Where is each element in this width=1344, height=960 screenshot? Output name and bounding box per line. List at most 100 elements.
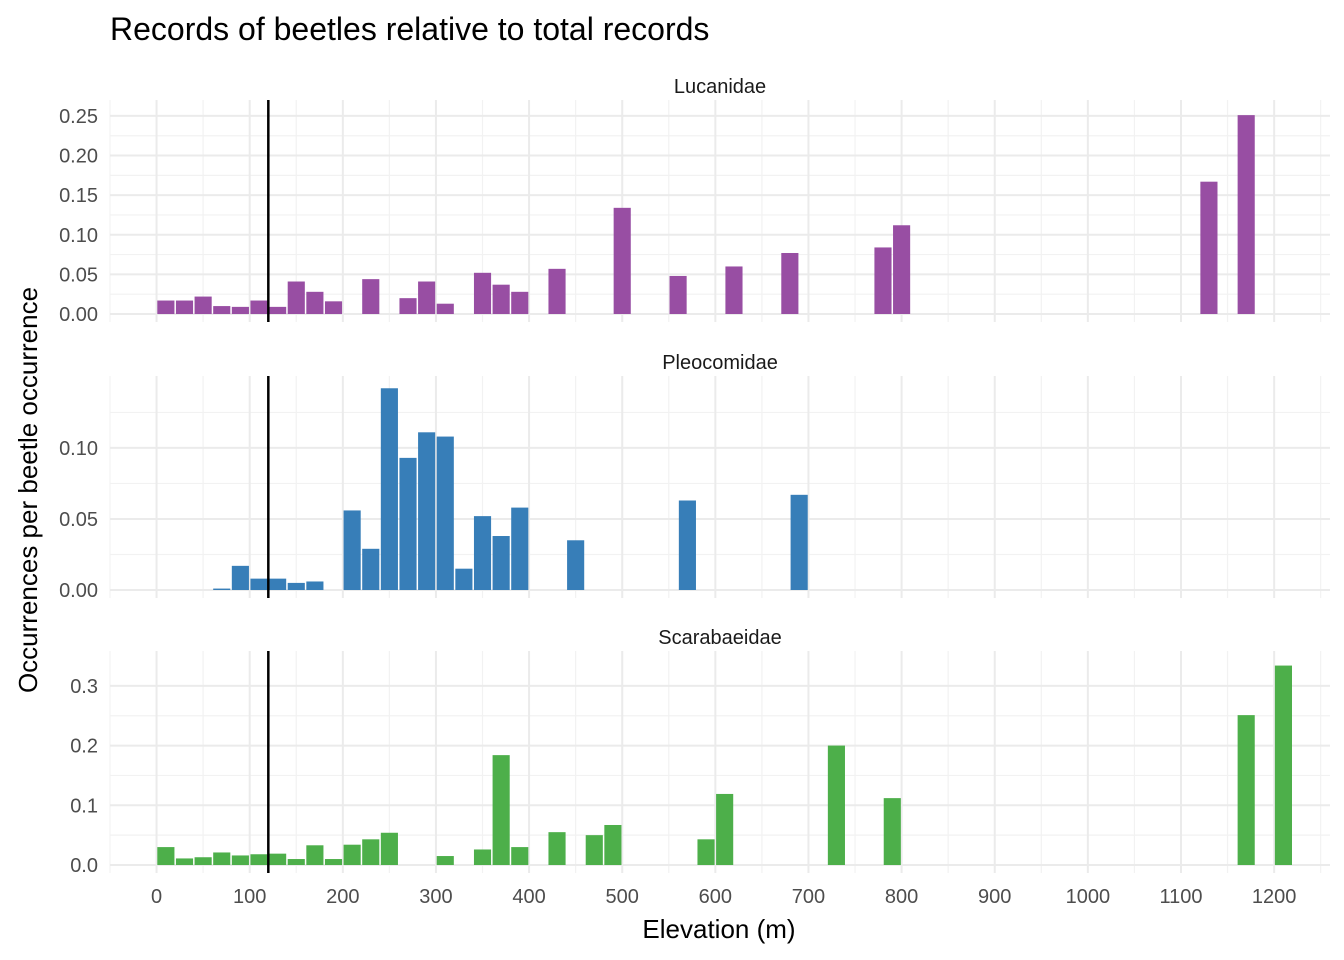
bar — [175, 858, 194, 865]
y-tick-label: 0.00 — [59, 580, 98, 602]
x-tick-label: 400 — [512, 886, 545, 908]
y-tick-label: 0.0 — [70, 855, 98, 877]
chart-title: Records of beetles relative to total rec… — [110, 11, 709, 47]
y-tick-label: 0.25 — [59, 106, 98, 128]
facet-label: Scarabaeidae — [658, 627, 781, 649]
bar — [343, 844, 361, 865]
x-axis-title: Elevation (m) — [642, 914, 795, 944]
bar — [418, 432, 436, 590]
y-tick-label: 0.1 — [70, 795, 98, 817]
x-tick-label: 800 — [885, 886, 918, 908]
bar — [697, 839, 715, 865]
bar — [399, 457, 417, 590]
bar — [157, 300, 175, 314]
y-tick-label: 0.10 — [59, 225, 98, 247]
bar — [157, 847, 175, 865]
bar — [380, 388, 398, 590]
y-tick-label: 0.20 — [59, 146, 98, 168]
bar — [380, 832, 398, 865]
x-tick-label: 600 — [699, 886, 732, 908]
bar — [678, 500, 696, 590]
bar — [567, 540, 585, 590]
bar — [213, 588, 231, 590]
bar — [604, 824, 622, 865]
y-tick-label: 0.15 — [59, 185, 98, 207]
bar — [511, 847, 529, 865]
bar — [306, 581, 324, 590]
bar — [1237, 115, 1255, 314]
bar — [1200, 181, 1218, 314]
y-tick-label: 0.3 — [70, 676, 98, 698]
bar — [585, 835, 603, 865]
bar — [250, 578, 268, 590]
bar — [511, 507, 529, 590]
bar — [1274, 665, 1292, 865]
bar — [287, 859, 305, 865]
x-tick-label: 0 — [151, 886, 162, 908]
x-tick-label: 700 — [792, 886, 825, 908]
facet-panels: 0.000.050.100.150.200.25Lucanidae0.000.0… — [59, 76, 1330, 877]
facet-scarabaeidae: 0.0 0.1 0.2 0.3 Scarabaeidae — [70, 627, 1330, 877]
bar — [343, 510, 361, 590]
bar — [306, 291, 324, 314]
bar — [250, 300, 268, 314]
y-tick-label: 0.05 — [59, 509, 98, 531]
bar — [213, 852, 231, 865]
y-tick-label: 0.2 — [70, 736, 98, 758]
y-axis-title: Occurrences per beetle occurrence — [13, 287, 43, 693]
bar — [418, 281, 436, 314]
bar — [231, 306, 249, 314]
bar — [883, 798, 901, 865]
bar — [287, 582, 305, 590]
bar — [473, 849, 492, 865]
bar — [874, 247, 892, 314]
bar — [548, 268, 566, 314]
y-tick-label: 0.05 — [59, 264, 98, 286]
x-tick-label: 200 — [326, 886, 359, 908]
bar — [492, 284, 510, 314]
x-tick-label: 1000 — [1066, 886, 1111, 908]
bar — [306, 845, 324, 865]
facet-pleocomidae: 0.00 0.05 0.10 Pleocomidae — [59, 352, 1330, 602]
x-tick-label: 100 — [233, 886, 266, 908]
bar — [436, 856, 454, 865]
bar — [269, 306, 287, 314]
bar — [473, 516, 492, 590]
bar — [893, 225, 911, 314]
bar — [269, 853, 287, 865]
x-axis: 0 100 200 300 400 500 600 700 800 900 1000 1100 1200 — [151, 886, 1296, 908]
bar — [362, 279, 380, 314]
bar — [399, 298, 417, 314]
bar — [324, 301, 343, 314]
bar — [827, 745, 845, 865]
bar — [436, 303, 454, 314]
facet-label: Pleocomidae — [662, 352, 778, 374]
bar — [613, 207, 631, 314]
bar — [669, 275, 687, 314]
bar — [790, 494, 808, 590]
bar — [250, 854, 268, 865]
y-tick-label: 0.00 — [59, 304, 98, 326]
bar — [492, 755, 510, 865]
x-tick-label: 1200 — [1252, 886, 1297, 908]
bar — [287, 281, 305, 314]
x-tick-label: 300 — [419, 886, 452, 908]
bar — [231, 855, 249, 865]
bar — [175, 300, 194, 314]
bar — [716, 793, 734, 865]
bar — [725, 266, 743, 314]
bar — [231, 565, 249, 590]
bar — [324, 859, 343, 865]
x-tick-label: 900 — [978, 886, 1011, 908]
bar — [362, 548, 380, 590]
bar — [511, 291, 529, 314]
bar — [1237, 715, 1255, 865]
x-tick-label: 1100 — [1159, 886, 1202, 908]
bar — [455, 568, 473, 590]
bar — [362, 839, 380, 865]
x-tick-label: 500 — [606, 886, 639, 908]
bar — [473, 272, 492, 314]
bar — [436, 436, 454, 590]
y-tick-label: 0.10 — [59, 438, 98, 460]
bar — [194, 857, 212, 865]
